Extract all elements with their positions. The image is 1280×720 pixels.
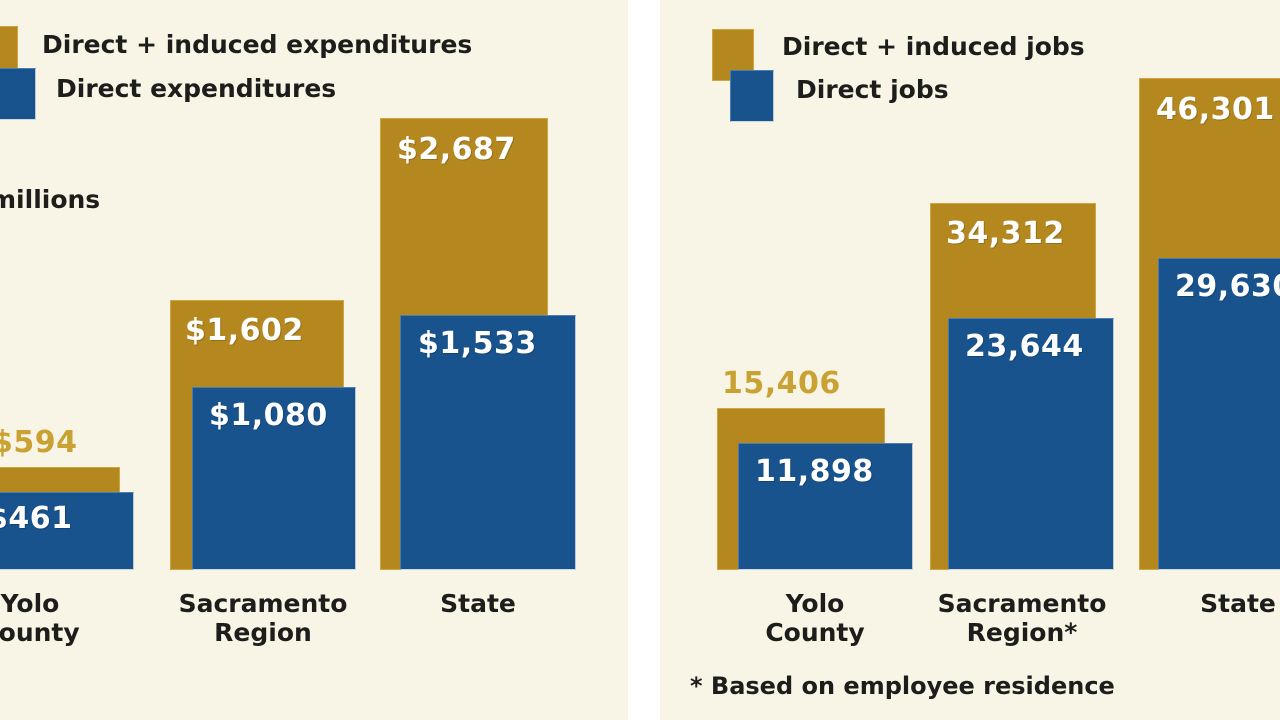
- expenditures-plot-area: Direct + induced expenditures Direct exp…: [0, 0, 628, 720]
- bar-label-state-blue: 29,630: [1175, 269, 1280, 304]
- bar-label-state-gold: $2,687: [397, 132, 516, 167]
- bar-state-direct-expenditures: $1,533: [400, 315, 576, 570]
- bar-label-yolo-blue: 11,898: [755, 454, 874, 489]
- category-label-sacramento-region: Sacramento Region: [163, 589, 363, 647]
- jobs-plot-area: Direct + induced jobs Direct jobs 15,406…: [660, 0, 1280, 720]
- category-label-line1: State: [440, 589, 516, 618]
- jobs-chart-panel: Direct + induced jobs Direct jobs 15,406…: [660, 0, 1280, 720]
- bar-label-sacramento-blue: $1,080: [209, 398, 328, 433]
- category-label-line1: Sacramento: [937, 589, 1107, 618]
- bar-state-direct-jobs: 29,630: [1158, 258, 1280, 570]
- category-label-state: State: [378, 589, 578, 618]
- bar-label-yolo-gold: 15,406: [722, 366, 841, 401]
- legend-label-direct-expenditures: Direct expenditures: [56, 74, 337, 103]
- category-label-yolo-county: Yolo County: [0, 589, 130, 647]
- category-label-line2: County: [765, 618, 865, 647]
- expenditures-chart-panel: Direct + induced expenditures Direct exp…: [0, 0, 628, 720]
- category-label-line2: County: [0, 618, 80, 647]
- bar-label-state-blue: $1,533: [418, 326, 537, 361]
- jobs-legend: Direct + induced jobs Direct jobs: [712, 14, 1272, 134]
- bar-label-sacramento-gold: 34,312: [946, 216, 1065, 251]
- category-label-line1: Yolo: [0, 589, 60, 618]
- bar-label-sacramento-gold: $1,602: [185, 313, 304, 348]
- bar-label-yolo-blue: $461: [0, 501, 73, 536]
- bar-label-yolo-gold: $594: [0, 425, 78, 460]
- category-label-sacramento-region: Sacramento Region*: [922, 589, 1122, 647]
- bar-sacramento-direct-expenditures: $1,080: [192, 387, 356, 570]
- bar-yolo-direct-expenditures: $461: [0, 492, 134, 570]
- category-label-line2: Region*: [966, 618, 1078, 647]
- legend-label-direct-induced-expenditures: Direct + induced expenditures: [42, 30, 473, 59]
- footnote-employee-residence: * Based on employee residence: [690, 672, 1115, 700]
- units-note-millions: millions: [0, 185, 101, 214]
- category-label-line2: Region: [214, 618, 312, 647]
- bar-yolo-direct-jobs: 11,898: [738, 443, 913, 570]
- legend-swatch-blue-icon: [0, 68, 36, 120]
- legend-label-direct-jobs: Direct jobs: [796, 75, 949, 104]
- expenditures-legend: Direct + induced expenditures Direct exp…: [0, 14, 578, 134]
- category-label-line1: State: [1200, 589, 1276, 618]
- category-label-state: State: [1138, 589, 1280, 618]
- category-label-line1: Sacramento: [178, 589, 348, 618]
- category-label-line1: Yolo: [785, 589, 845, 618]
- category-label-yolo-county: Yolo County: [715, 589, 915, 647]
- bar-label-state-gold: 46,301: [1156, 92, 1275, 127]
- legend-swatch-blue-icon: [730, 70, 774, 122]
- legend-label-direct-induced-jobs: Direct + induced jobs: [782, 32, 1085, 61]
- bar-label-sacramento-blue: 23,644: [965, 329, 1084, 364]
- bar-sacramento-direct-jobs: 23,644: [948, 318, 1114, 570]
